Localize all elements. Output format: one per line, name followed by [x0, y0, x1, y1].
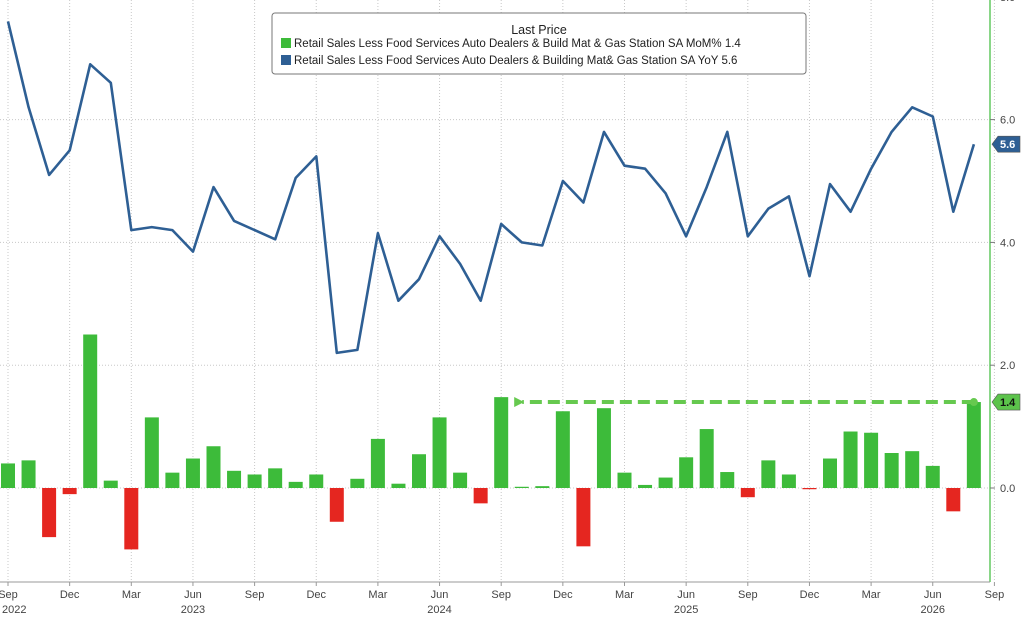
- bar-mom: [144, 417, 159, 488]
- bar-mom: [823, 458, 837, 488]
- x-year-label: 2023: [181, 604, 205, 616]
- x-year-label: 2022: [2, 604, 26, 616]
- bar-mom: [555, 411, 570, 488]
- x-month-label: Dec: [553, 589, 573, 601]
- bar-mom: [699, 429, 714, 488]
- bar-mom: [514, 486, 529, 488]
- y-tick-label: 2.0: [1000, 360, 1015, 372]
- bar-mom: [473, 488, 488, 504]
- bars-layer: [1, 334, 981, 550]
- bar-mom: [761, 460, 776, 488]
- bar-mom: [391, 483, 406, 488]
- bar-mom: [658, 477, 673, 488]
- bar-mom: [83, 334, 98, 488]
- x-month-label: Mar: [122, 589, 141, 601]
- bar-mom: [453, 472, 468, 488]
- legend-label-yoy: Retail Sales Less Food Services Auto Dea…: [294, 55, 737, 67]
- x-month-label: Dec: [800, 589, 820, 601]
- x-month-label: Jun: [431, 589, 449, 601]
- bar-mom: [535, 486, 550, 488]
- x-month-label: Mar: [862, 589, 881, 601]
- bar-mom: [576, 488, 591, 547]
- bar-mom: [843, 431, 858, 488]
- legend-swatch-mom: [281, 38, 291, 48]
- x-month-label: Sep: [245, 589, 265, 601]
- x-year-label: 2024: [427, 604, 451, 616]
- x-month-label: Jun: [677, 589, 695, 601]
- legend: Last Price Retail Sales Less Food Servic…: [271, 12, 807, 75]
- x-month-label: Sep: [0, 589, 18, 601]
- bar-mom: [946, 488, 961, 512]
- bar-mom: [42, 488, 57, 538]
- annotation-dot: [969, 398, 978, 407]
- last-value-mom-label: 1.4: [1000, 397, 1016, 409]
- x-year-label: 2026: [921, 604, 945, 616]
- y-tick-label: 0.0: [1000, 483, 1015, 495]
- bar-mom: [720, 472, 735, 488]
- bar-mom: [494, 397, 509, 488]
- legend-swatch-yoy: [281, 55, 291, 65]
- y-tick-label: 6.0: [1000, 115, 1015, 127]
- legend-title: Last Price: [511, 23, 567, 37]
- y-tick-label: 8.0: [1000, 0, 1015, 4]
- bar-mom: [329, 488, 344, 522]
- bar-mom: [124, 488, 139, 550]
- x-month-label: Sep: [985, 589, 1005, 601]
- bar-mom: [103, 480, 118, 488]
- bar-mom: [370, 438, 385, 488]
- x-month-label: Sep: [491, 589, 511, 601]
- x-month-label: Mar: [615, 589, 634, 601]
- legend-box: [271, 12, 807, 75]
- line-yoy: [6, 21, 976, 355]
- bar-mom: [781, 474, 796, 488]
- bar-mom: [884, 453, 899, 488]
- bar-mom: [802, 488, 817, 490]
- bar-mom: [638, 484, 653, 488]
- bar-mom: [617, 472, 632, 488]
- annotation-layer: [514, 397, 978, 408]
- bar-mom: [247, 474, 262, 488]
- bar-mom: [288, 481, 303, 488]
- x-month-label: Jun: [184, 589, 202, 601]
- x-month-label: Sep: [738, 589, 758, 601]
- x-month-label: Mar: [368, 589, 387, 601]
- last-value-yoy-label: 5.6: [1000, 139, 1015, 151]
- x-year-label: 2025: [674, 604, 698, 616]
- bar-mom: [185, 458, 200, 488]
- bar-mom: [596, 408, 611, 488]
- x-month-label: Jun: [924, 589, 942, 601]
- bar-mom: [62, 488, 77, 495]
- last-value-yoy-marker: [991, 135, 1021, 153]
- bar-mom: [1, 463, 15, 488]
- bar-mom: [206, 446, 221, 488]
- x-month-label: Dec: [60, 589, 80, 601]
- bar-mom: [905, 451, 920, 488]
- bar-mom: [227, 470, 242, 488]
- bar-mom: [350, 478, 365, 488]
- bar-mom: [966, 402, 981, 488]
- bar-mom: [740, 488, 755, 498]
- last-value-mom-marker: [991, 393, 1021, 411]
- bar-mom: [679, 457, 694, 488]
- x-month-label: Dec: [306, 589, 326, 601]
- y-tick-label: 4.0: [1000, 237, 1015, 249]
- bar-mom: [165, 472, 180, 488]
- bar-mom: [268, 468, 283, 488]
- bar-mom: [412, 454, 426, 488]
- bar-mom: [864, 432, 879, 488]
- bar-mom: [21, 460, 36, 488]
- legend-label-mom: Retail Sales Less Food Services Auto Dea…: [294, 38, 741, 50]
- bar-mom: [925, 465, 940, 488]
- line-layer: [6, 21, 976, 355]
- bar-mom: [309, 474, 324, 488]
- bar-mom: [432, 417, 447, 488]
